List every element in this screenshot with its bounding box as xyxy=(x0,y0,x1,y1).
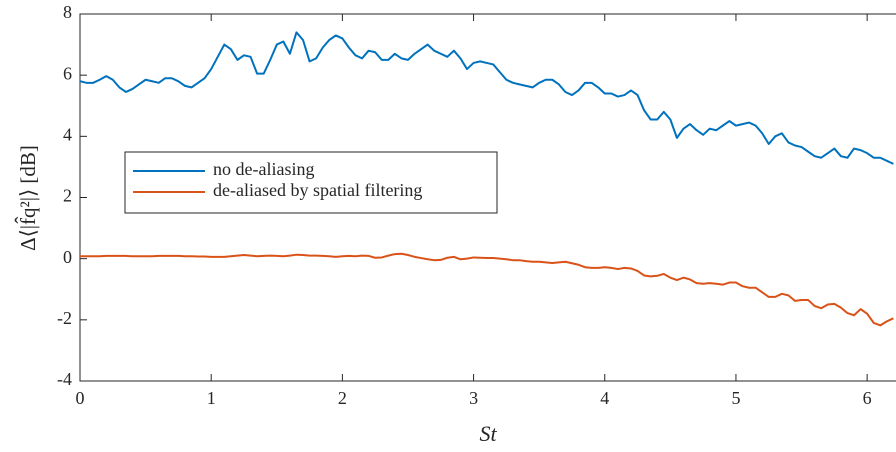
data-line xyxy=(80,252,894,327)
x-tick-label: 5 xyxy=(731,388,740,408)
x-tick-label: 0 xyxy=(76,388,85,408)
x-axis-label: St xyxy=(479,421,497,446)
legend-box xyxy=(124,151,498,214)
x-tick-label: 2 xyxy=(338,388,347,408)
y-axis-label: Δ⟨|f̂q²|⟩ [dB] xyxy=(15,145,40,251)
axes-box xyxy=(79,13,896,382)
x-tick-label: 1 xyxy=(207,388,216,408)
x-tick-label: 4 xyxy=(600,388,609,408)
y-tick-label: -2 xyxy=(57,308,72,328)
x-tick-label: 6 xyxy=(863,388,872,408)
y-tick-label: 0 xyxy=(63,247,72,267)
y-tick-label: 6 xyxy=(63,63,72,83)
legend-label: no de-aliasing xyxy=(213,159,314,179)
data-line xyxy=(80,31,894,165)
legend-label: de-aliased by spatial filtering xyxy=(213,180,422,200)
y-tick-label: 2 xyxy=(63,186,72,206)
y-tick-label: -4 xyxy=(57,369,72,389)
y-tick-label: 8 xyxy=(63,2,72,22)
y-tick-label: 4 xyxy=(63,124,72,144)
x-tick-label: 3 xyxy=(469,388,478,408)
